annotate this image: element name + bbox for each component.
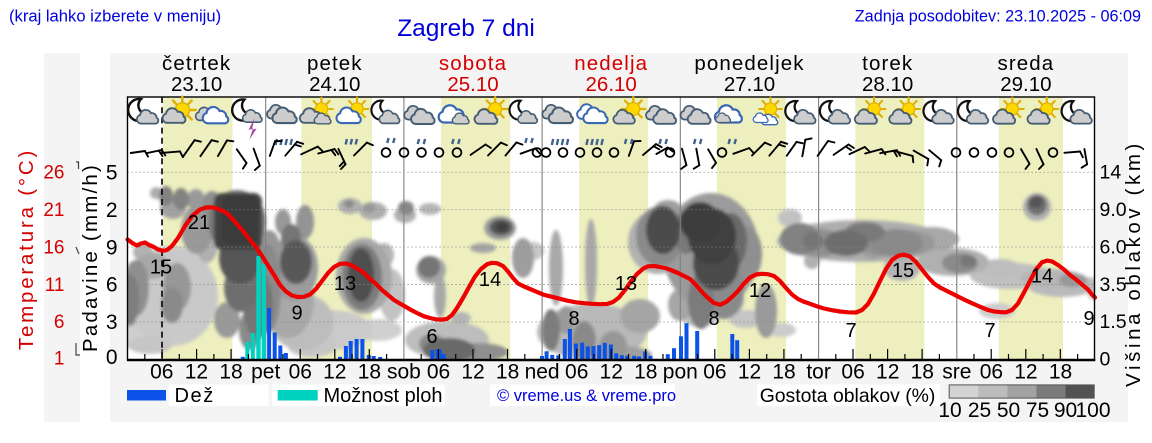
svg-text:6: 6 (426, 326, 437, 348)
svg-text:sreda: sreda (998, 52, 1055, 75)
svg-text:3: 3 (106, 311, 118, 334)
svg-text:18: 18 (1049, 361, 1072, 384)
svg-text:25.10: 25.10 (447, 73, 498, 96)
svg-text:sre: sre (942, 361, 971, 384)
svg-text:12: 12 (323, 361, 346, 384)
svg-text:12: 12 (738, 361, 761, 384)
svg-text:26.10: 26.10 (586, 73, 637, 96)
svg-text:100: 100 (1075, 399, 1110, 422)
svg-text:9.0: 9.0 (1100, 199, 1127, 221)
svg-text:50: 50 (997, 399, 1020, 422)
svg-text:12: 12 (1014, 361, 1037, 384)
svg-text:0: 0 (106, 346, 118, 369)
svg-text:27.10: 27.10 (724, 73, 775, 96)
svg-text:10: 10 (938, 399, 961, 422)
svg-text:© vreme.us & vreme.pro: © vreme.us & vreme.pro (497, 387, 676, 405)
svg-text:ponedeljek: ponedeljek (694, 52, 804, 75)
svg-text:14: 14 (479, 269, 501, 291)
svg-text:2: 2 (106, 199, 118, 222)
svg-text:nedelja: nedelja (574, 52, 648, 75)
svg-text:23.10: 23.10 (171, 73, 222, 96)
svg-text:Temperatura (°C): Temperatura (°C) (15, 148, 38, 350)
svg-text:18: 18 (634, 361, 657, 384)
svg-text:14: 14 (1031, 266, 1053, 288)
svg-text:Zagreb 7 dni: Zagreb 7 dni (397, 15, 535, 42)
svg-text:torek: torek (862, 52, 913, 75)
svg-text:ned: ned (525, 361, 560, 384)
svg-text:7: 7 (845, 320, 856, 342)
svg-text:15: 15 (892, 260, 914, 282)
svg-text:06: 06 (150, 361, 173, 384)
svg-text:pon: pon (663, 361, 698, 384)
svg-text:13: 13 (615, 273, 637, 295)
svg-text:(kraj lahko izberete v meniju): (kraj lahko izberete v meniju) (9, 7, 221, 26)
svg-text:06: 06 (289, 361, 312, 384)
svg-text:sobota: sobota (439, 52, 507, 75)
svg-text:Gostota oblakov (%): Gostota oblakov (%) (760, 385, 936, 407)
svg-text:18: 18 (219, 361, 242, 384)
svg-text:06: 06 (980, 361, 1003, 384)
svg-text:Zadnja posodobitev: 23.10.2025: Zadnja posodobitev: 23.10.2025 - 06:09 (855, 8, 1141, 26)
svg-text:1.5: 1.5 (1100, 311, 1127, 333)
svg-text:13: 13 (334, 273, 356, 295)
svg-text:16: 16 (43, 237, 64, 258)
svg-text:Višina oblakov (km): Višina oblakov (km) (1122, 140, 1145, 387)
svg-text:29.10: 29.10 (1000, 73, 1051, 96)
svg-text:12: 12 (876, 361, 899, 384)
svg-text:tor: tor (806, 361, 831, 384)
svg-text:8: 8 (568, 308, 579, 330)
svg-text:26: 26 (43, 163, 64, 184)
svg-text:06: 06 (703, 361, 726, 384)
svg-text:Možnost ploh: Možnost ploh (324, 385, 443, 407)
svg-text:8: 8 (708, 308, 719, 330)
svg-text:četrtek: četrtek (162, 52, 231, 75)
svg-text:06: 06 (427, 361, 450, 384)
svg-text:06: 06 (565, 361, 588, 384)
svg-text:06: 06 (841, 361, 864, 384)
svg-text:1: 1 (54, 348, 65, 369)
svg-text:18: 18 (772, 361, 795, 384)
svg-text:6: 6 (106, 274, 118, 297)
svg-text:21: 21 (43, 200, 64, 221)
svg-text:25: 25 (968, 399, 991, 422)
svg-text:12: 12 (185, 361, 208, 384)
svg-text:15: 15 (150, 257, 172, 279)
svg-text:pet: pet (251, 361, 280, 384)
svg-text:11: 11 (45, 275, 65, 296)
svg-text:28.10: 28.10 (862, 73, 913, 96)
svg-text:Padavine (mm/h): Padavine (mm/h) (79, 163, 102, 352)
svg-text:6.0: 6.0 (1100, 236, 1127, 258)
svg-text:7: 7 (984, 320, 995, 342)
svg-text:petek: petek (307, 52, 363, 75)
svg-text:0: 0 (1100, 349, 1111, 371)
svg-text:6: 6 (54, 312, 65, 333)
svg-text:18: 18 (358, 361, 381, 384)
svg-text:24.10: 24.10 (309, 73, 360, 96)
svg-text:9: 9 (1083, 308, 1094, 330)
svg-text:3.5: 3.5 (1100, 274, 1127, 296)
svg-text:12: 12 (600, 361, 623, 384)
svg-text:18: 18 (911, 361, 934, 384)
svg-text:Dež: Dež (175, 385, 215, 407)
svg-text:75: 75 (1026, 399, 1049, 422)
svg-text:12: 12 (461, 361, 484, 384)
svg-text:9: 9 (291, 303, 302, 325)
svg-text:21: 21 (188, 212, 210, 234)
svg-text:18: 18 (496, 361, 519, 384)
svg-text:12: 12 (749, 280, 771, 302)
svg-text:90: 90 (1054, 399, 1077, 422)
svg-text:14: 14 (1100, 162, 1122, 184)
svg-text:5: 5 (106, 162, 118, 185)
svg-text:sob: sob (387, 361, 421, 384)
svg-text:9: 9 (106, 236, 118, 259)
